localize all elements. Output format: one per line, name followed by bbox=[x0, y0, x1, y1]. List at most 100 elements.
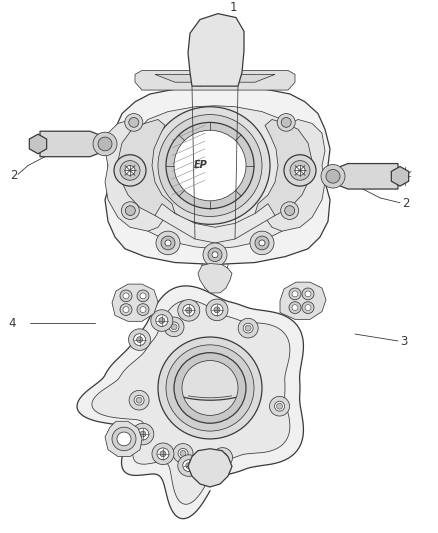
Circle shape bbox=[178, 300, 200, 321]
Circle shape bbox=[140, 293, 146, 299]
Circle shape bbox=[302, 302, 314, 313]
Circle shape bbox=[112, 427, 136, 451]
Circle shape bbox=[150, 107, 270, 224]
Circle shape bbox=[186, 308, 192, 313]
Circle shape bbox=[206, 457, 228, 479]
Circle shape bbox=[120, 160, 140, 180]
Circle shape bbox=[321, 165, 345, 188]
Circle shape bbox=[173, 443, 193, 463]
Polygon shape bbox=[188, 449, 232, 487]
Circle shape bbox=[211, 304, 223, 316]
Circle shape bbox=[161, 236, 175, 250]
Circle shape bbox=[183, 304, 195, 316]
Polygon shape bbox=[112, 284, 158, 321]
Text: 2: 2 bbox=[10, 169, 18, 182]
Circle shape bbox=[129, 390, 149, 410]
Circle shape bbox=[157, 448, 169, 459]
Polygon shape bbox=[118, 119, 175, 220]
Circle shape bbox=[159, 318, 165, 324]
Circle shape bbox=[123, 306, 129, 312]
Circle shape bbox=[171, 324, 177, 330]
Circle shape bbox=[275, 401, 285, 411]
Circle shape bbox=[281, 117, 291, 127]
Circle shape bbox=[98, 137, 112, 151]
Circle shape bbox=[212, 448, 233, 467]
Polygon shape bbox=[155, 204, 275, 243]
Circle shape bbox=[295, 166, 305, 175]
Circle shape bbox=[121, 202, 139, 220]
Circle shape bbox=[243, 323, 253, 333]
Polygon shape bbox=[280, 282, 326, 319]
Circle shape bbox=[305, 291, 311, 297]
Circle shape bbox=[214, 465, 220, 471]
Circle shape bbox=[140, 431, 146, 437]
Circle shape bbox=[164, 317, 184, 337]
Polygon shape bbox=[29, 134, 47, 154]
Polygon shape bbox=[77, 286, 304, 519]
Circle shape bbox=[305, 305, 311, 311]
Polygon shape bbox=[92, 300, 290, 504]
Circle shape bbox=[125, 206, 135, 215]
Circle shape bbox=[245, 325, 251, 331]
Circle shape bbox=[129, 117, 139, 127]
Circle shape bbox=[152, 443, 174, 465]
Polygon shape bbox=[255, 119, 312, 220]
Circle shape bbox=[156, 314, 168, 326]
Circle shape bbox=[186, 463, 192, 469]
Circle shape bbox=[180, 450, 186, 456]
Circle shape bbox=[125, 166, 135, 175]
Circle shape bbox=[276, 403, 283, 409]
Circle shape bbox=[269, 397, 290, 416]
Circle shape bbox=[289, 288, 301, 300]
Circle shape bbox=[255, 236, 269, 250]
Circle shape bbox=[259, 240, 265, 246]
Circle shape bbox=[292, 305, 298, 311]
Circle shape bbox=[214, 307, 220, 313]
Circle shape bbox=[289, 302, 301, 313]
Circle shape bbox=[169, 322, 179, 332]
Circle shape bbox=[218, 453, 227, 462]
Polygon shape bbox=[155, 75, 275, 82]
Circle shape bbox=[182, 360, 238, 415]
Circle shape bbox=[151, 310, 173, 332]
Circle shape bbox=[120, 290, 132, 302]
Circle shape bbox=[281, 202, 299, 220]
Circle shape bbox=[117, 432, 131, 446]
Circle shape bbox=[284, 155, 316, 186]
Polygon shape bbox=[128, 106, 302, 249]
Circle shape bbox=[137, 337, 142, 343]
Circle shape bbox=[128, 329, 151, 350]
Circle shape bbox=[137, 290, 149, 302]
Polygon shape bbox=[105, 86, 330, 264]
Circle shape bbox=[277, 114, 295, 131]
Polygon shape bbox=[135, 70, 295, 90]
Circle shape bbox=[326, 169, 340, 183]
Polygon shape bbox=[265, 119, 325, 231]
Circle shape bbox=[285, 206, 295, 215]
Circle shape bbox=[206, 299, 228, 321]
Circle shape bbox=[165, 240, 171, 246]
Text: 1: 1 bbox=[230, 1, 237, 14]
Circle shape bbox=[183, 459, 195, 472]
Circle shape bbox=[292, 291, 298, 297]
Text: 3: 3 bbox=[400, 335, 407, 349]
Text: 4: 4 bbox=[8, 317, 15, 330]
Circle shape bbox=[219, 455, 226, 461]
Circle shape bbox=[140, 306, 146, 312]
Circle shape bbox=[158, 337, 262, 439]
Text: EP: EP bbox=[194, 159, 208, 169]
Circle shape bbox=[211, 462, 223, 474]
Circle shape bbox=[174, 130, 246, 201]
Circle shape bbox=[166, 123, 254, 208]
Circle shape bbox=[160, 451, 166, 457]
Circle shape bbox=[120, 304, 132, 316]
Circle shape bbox=[134, 334, 145, 345]
Circle shape bbox=[178, 455, 200, 477]
Polygon shape bbox=[391, 166, 409, 186]
Circle shape bbox=[212, 252, 218, 257]
Circle shape bbox=[302, 288, 314, 300]
Polygon shape bbox=[40, 131, 105, 157]
Circle shape bbox=[208, 248, 222, 262]
Polygon shape bbox=[188, 14, 244, 86]
Circle shape bbox=[238, 318, 258, 338]
